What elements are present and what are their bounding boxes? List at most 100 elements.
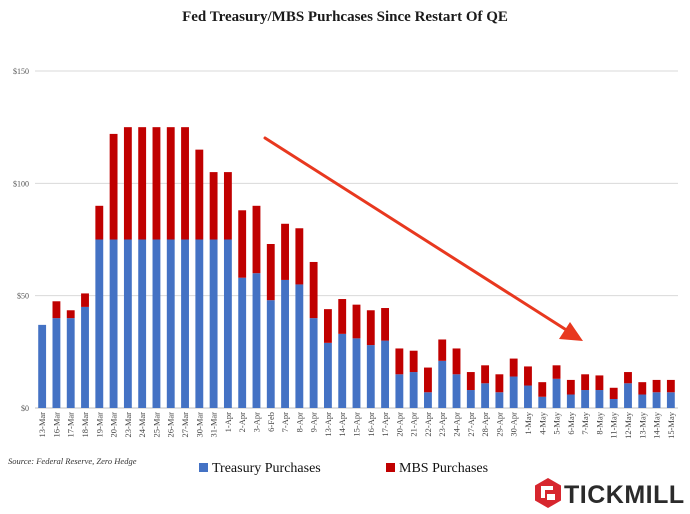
bar-mbs xyxy=(323,309,332,343)
bar-treasury xyxy=(52,318,61,408)
bar-treasury xyxy=(609,399,618,408)
bar-mbs xyxy=(452,348,461,375)
bar-treasury xyxy=(238,277,247,408)
bar-treasury xyxy=(566,394,575,408)
bar-treasury xyxy=(252,273,261,408)
bar-treasury xyxy=(223,239,232,408)
x-tick-label: 6-May xyxy=(566,411,576,434)
x-tick-label: 14-May xyxy=(652,411,662,439)
bar-mbs xyxy=(66,310,75,319)
bar-treasury xyxy=(495,392,504,408)
x-tick-label: 21-Apr xyxy=(409,412,419,437)
x-tick-label: 16-Apr xyxy=(366,412,376,437)
x-tick-label: 23-Apr xyxy=(437,412,447,437)
bar-mbs xyxy=(438,339,447,361)
x-tick-label: 7-May xyxy=(580,411,590,434)
bar-mbs xyxy=(252,205,261,274)
bar-treasury xyxy=(409,372,418,408)
bar-mbs xyxy=(209,172,218,240)
logo-mark xyxy=(541,486,553,498)
bar-treasury xyxy=(295,284,304,408)
x-tick-label: 4-May xyxy=(537,411,547,434)
y-axis: $0 $50 $100 $150 xyxy=(13,67,29,413)
bar-mbs xyxy=(195,149,204,240)
bar-mbs xyxy=(109,133,118,240)
x-tick-label: 7-Apr xyxy=(280,412,290,432)
logo-mark xyxy=(547,494,555,500)
bar-treasury xyxy=(438,360,447,408)
x-tick-label: 3-Apr xyxy=(251,412,261,432)
x-tick-label: 20-Mar xyxy=(109,412,119,438)
x-tick-label: 23-Mar xyxy=(123,412,133,438)
x-tick-label: 15-Apr xyxy=(352,412,362,437)
y-tick-label: $150 xyxy=(13,67,29,76)
bar-treasury xyxy=(424,392,432,408)
bar-treasury xyxy=(152,239,161,408)
bar-mbs xyxy=(595,375,604,391)
bar-treasury xyxy=(166,239,175,408)
bar-treasury xyxy=(552,378,561,408)
bar-mbs xyxy=(538,382,547,397)
bar-mbs xyxy=(352,304,361,339)
y-tick-label: $0 xyxy=(21,404,29,413)
x-tick-label: 15-May xyxy=(666,411,676,439)
bar-treasury xyxy=(666,392,675,408)
x-tick-label: 29-Apr xyxy=(494,412,504,437)
x-tick-label: 28-Apr xyxy=(480,412,490,437)
bar-mbs xyxy=(52,301,61,319)
tickmill-hexagon-icon xyxy=(535,478,561,508)
bar-treasury xyxy=(281,279,289,408)
bar-mbs xyxy=(666,379,675,393)
bar-treasury xyxy=(395,374,404,408)
bar-treasury xyxy=(109,239,118,408)
x-tick-label: 20-Apr xyxy=(394,412,404,437)
bar-treasury xyxy=(323,342,332,408)
legend-label-treasury: Treasury Purchases xyxy=(212,461,321,476)
x-tick-label: 13-May xyxy=(637,411,647,439)
x-tick-label: 30-Apr xyxy=(509,412,519,437)
y-tick-label: $100 xyxy=(13,179,29,188)
logo-hexagon xyxy=(535,478,561,508)
bar-mbs xyxy=(338,299,347,334)
x-tick-label: 11-May xyxy=(609,411,619,438)
bar-mbs xyxy=(624,372,632,384)
bar-mbs xyxy=(152,127,161,240)
bar-treasury xyxy=(66,318,75,408)
bar-treasury xyxy=(624,383,632,408)
trend-arrow-head xyxy=(559,322,583,341)
bar-treasury xyxy=(366,345,375,408)
x-axis: 13-Mar 16-Mar 17-Mar 18-Mar 19-Mar 20-Mar 23-M… xyxy=(37,411,676,439)
x-tick-label: 17-Mar xyxy=(66,412,76,438)
bar-treasury xyxy=(123,239,132,408)
bar-mbs xyxy=(395,348,404,375)
bars xyxy=(38,127,675,408)
bar-mbs xyxy=(266,243,275,301)
bar-treasury xyxy=(652,392,661,408)
y-tick-label: $50 xyxy=(17,292,29,301)
bar-mbs xyxy=(381,308,390,341)
bar-treasury xyxy=(81,306,89,408)
bar-treasury xyxy=(195,239,204,408)
tickmill-wordmark: TICKMILL xyxy=(564,481,685,509)
bar-mbs xyxy=(609,387,618,400)
x-tick-label: 22-Apr xyxy=(423,412,433,437)
x-tick-label: 25-Mar xyxy=(151,412,161,438)
legend-label-mbs: MBS Purchases xyxy=(399,461,488,476)
x-tick-label: 26-Mar xyxy=(166,412,176,438)
bar-treasury xyxy=(181,239,189,408)
bar-mbs xyxy=(238,210,247,278)
x-tick-label: 18-Mar xyxy=(80,412,90,438)
x-tick-label: 19-Mar xyxy=(94,412,104,438)
tickmill-logo: TICKMILL xyxy=(535,478,685,509)
trend-arrow xyxy=(263,136,583,341)
legend-swatch-mbs xyxy=(386,463,395,472)
bar-treasury xyxy=(481,383,490,408)
x-tick-label: 8-May xyxy=(594,411,604,434)
x-tick-label: 30-Mar xyxy=(194,412,204,438)
bar-mbs xyxy=(409,350,418,373)
x-tick-label: 27-Mar xyxy=(180,412,190,438)
x-tick-label: 12-May xyxy=(623,411,633,439)
bar-treasury xyxy=(309,318,318,408)
